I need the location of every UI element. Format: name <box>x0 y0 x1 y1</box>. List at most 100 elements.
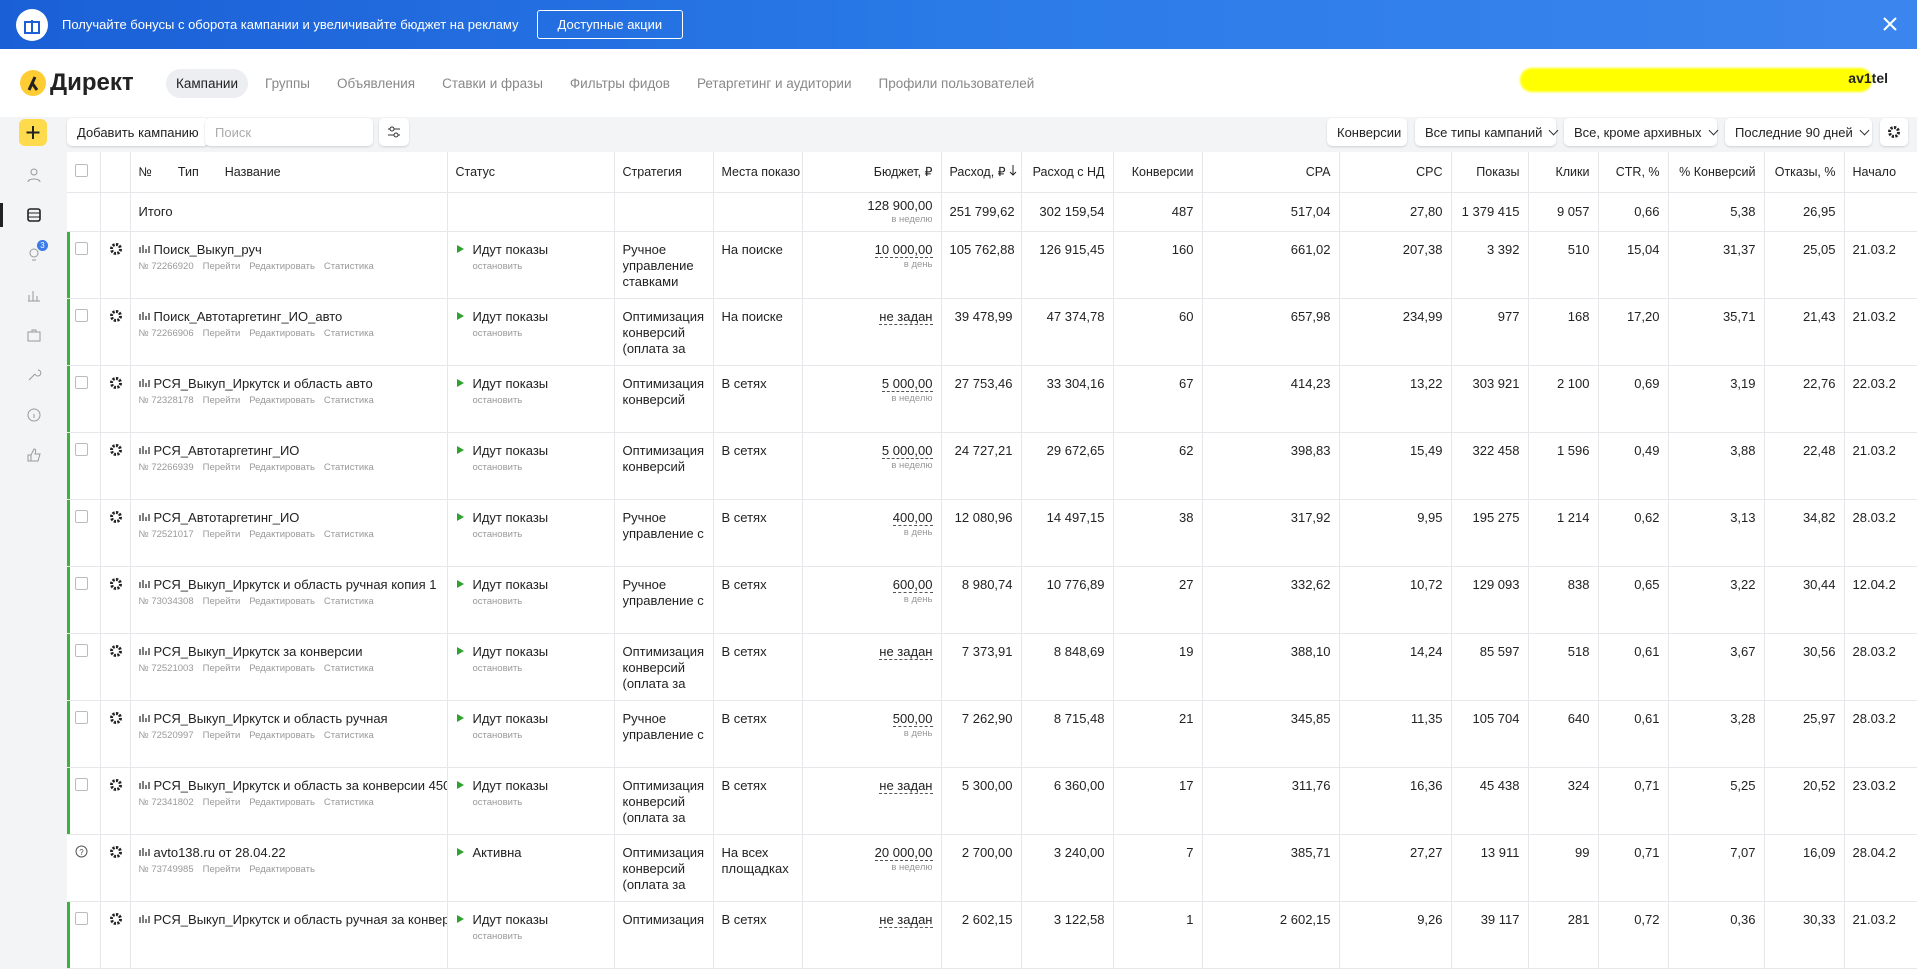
campaign-name[interactable]: avto138.ru от 28.04.22 <box>153 844 286 860</box>
budget[interactable]: 500,00 <box>892 710 933 727</box>
sort-arrow[interactable] <box>1009 165 1017 176</box>
gear-icon[interactable] <box>109 845 123 859</box>
row-link[interactable]: Статистика <box>323 662 374 674</box>
header-cell[interactable]: Бюджет, ₽ <box>802 152 942 193</box>
checkbox[interactable] <box>75 442 88 456</box>
campaign-name[interactable]: РСЯ_Выкуп_Иркутск и область ручная за ко… <box>153 911 447 927</box>
budget[interactable]: не задан <box>879 308 933 325</box>
row-link[interactable]: Статистика <box>323 327 374 339</box>
budget[interactable]: 10 000,00 <box>874 241 933 258</box>
nav-icon[interactable] <box>26 207 42 223</box>
budget[interactable]: 5 000,00 <box>881 442 933 459</box>
header-cell[interactable]: CTR, % <box>1598 152 1669 193</box>
status-action[interactable]: остановить <box>472 260 523 272</box>
row-link[interactable]: Перейти <box>202 528 241 540</box>
gear-icon[interactable] <box>109 242 123 256</box>
status-action[interactable]: остановить <box>472 528 523 540</box>
filter-button[interactable] <box>379 118 409 146</box>
header-cell[interactable]: Показы <box>1451 152 1529 193</box>
help-icon[interactable]: ? <box>75 845 88 858</box>
row-link[interactable]: Редактировать <box>249 595 315 607</box>
campaign-name[interactable]: РСЯ_Выкуп_Иркутск и область авто <box>153 375 373 391</box>
status-action[interactable]: остановить <box>472 662 523 674</box>
campaign-name[interactable]: РСЯ_Выкуп_Иркутск за конверсии <box>153 643 363 659</box>
checkbox[interactable] <box>75 911 88 925</box>
row-link[interactable]: Перейти <box>202 327 241 339</box>
header-cell[interactable]: Отказы, % <box>1764 152 1845 193</box>
row-link[interactable]: Статистика <box>323 528 374 540</box>
row-link[interactable]: Статистика <box>323 461 374 473</box>
status-action[interactable]: остановить <box>472 729 523 741</box>
checkbox[interactable] <box>75 777 88 791</box>
budget[interactable]: не задан <box>879 643 933 660</box>
nav-icon[interactable] <box>26 287 42 303</box>
row-link[interactable]: Перейти <box>202 729 241 741</box>
row-link[interactable]: Редактировать <box>249 461 315 473</box>
tab[interactable]: Группы <box>265 75 310 91</box>
gear-icon[interactable] <box>109 443 123 457</box>
header-cell[interactable]: Расход с НД <box>1021 152 1114 193</box>
tab[interactable]: Фильтры фидов <box>569 75 670 91</box>
banner-button[interactable]: Доступные акции <box>536 10 684 39</box>
checkbox[interactable] <box>75 241 88 255</box>
status-action[interactable]: остановить <box>472 796 523 808</box>
campaign-name[interactable]: РСЯ_Выкуп_Иркутск и область ручная копия… <box>153 576 437 592</box>
nav-icon[interactable] <box>26 327 42 343</box>
budget[interactable]: 5 000,00 <box>881 375 933 392</box>
status-action[interactable]: остановить <box>472 595 523 607</box>
tab[interactable]: Кампании <box>166 68 249 98</box>
row-link[interactable]: Редактировать <box>249 327 315 339</box>
campaign-name[interactable]: РСЯ_Автотаргетинг_ИО <box>153 442 300 458</box>
checkbox[interactable] <box>75 643 88 657</box>
row-link[interactable]: Редактировать <box>249 662 315 674</box>
checkbox[interactable] <box>75 576 88 590</box>
user-name[interactable]: av1tel <box>1848 70 1888 86</box>
tab[interactable]: Профили пользователей <box>878 75 1035 91</box>
tab[interactable]: Ретаргетинг и аудитории <box>696 75 852 91</box>
header-cell[interactable]: Стратегия <box>614 152 714 193</box>
gear-icon[interactable] <box>109 644 123 658</box>
row-link[interactable]: Перейти <box>202 461 241 473</box>
filter-dropdown[interactable]: Конверсии <box>1327 118 1407 146</box>
settings-button[interactable] <box>1880 118 1908 146</box>
nav-icon[interactable] <box>26 407 42 423</box>
nav-icon[interactable] <box>26 247 42 263</box>
row-link[interactable]: Перейти <box>202 863 241 875</box>
header-cell[interactable]: % Конверсий <box>1668 152 1765 193</box>
status-action[interactable]: остановить <box>472 461 523 473</box>
row-link[interactable]: Статистика <box>323 595 374 607</box>
header-cell[interactable]: CPA <box>1202 152 1340 193</box>
row-link[interactable]: Редактировать <box>249 796 315 808</box>
filter-dropdown[interactable]: Все, кроме архивных <box>1564 118 1717 146</box>
header-cell[interactable]: Статус <box>447 152 615 193</box>
header-cell[interactable]: Расход, ₽ <box>941 152 1022 193</box>
row-link[interactable]: Перейти <box>202 595 241 607</box>
row-link[interactable]: Редактировать <box>249 863 315 875</box>
campaign-name[interactable]: РСЯ_Автотаргетинг_ИО <box>153 509 300 525</box>
gear-icon[interactable] <box>109 309 123 323</box>
header-cell[interactable]: Конверсии <box>1113 152 1203 193</box>
status-action[interactable]: остановить <box>472 394 523 406</box>
header-cell[interactable]: Начало <box>1844 152 1917 193</box>
row-link[interactable]: Статистика <box>323 796 374 808</box>
search-input[interactable]: Поиск <box>205 118 373 146</box>
campaign-name[interactable]: Поиск_Автотаргетинг_ИО_авто <box>153 308 343 324</box>
row-link[interactable]: Перейти <box>202 796 241 808</box>
checkbox[interactable] <box>75 375 88 389</box>
status-action[interactable]: остановить <box>472 930 523 942</box>
gear-icon[interactable] <box>109 912 123 926</box>
create-button[interactable] <box>19 119 47 146</box>
row-link[interactable]: Статистика <box>323 729 374 741</box>
filter-dropdown[interactable]: Все типы кампаний <box>1415 118 1556 146</box>
header-cell[interactable]: Места показо <box>713 152 803 193</box>
header-cell[interactable]: Клики <box>1528 152 1599 193</box>
gear-icon[interactable] <box>109 711 123 725</box>
row-link[interactable]: Статистика <box>323 394 374 406</box>
logo[interactable]: Директ <box>20 69 148 97</box>
nav-icon[interactable] <box>26 167 42 183</box>
budget[interactable]: 20 000,00 <box>874 844 933 861</box>
row-link[interactable]: Статистика <box>323 260 374 272</box>
header-cell[interactable]: CPC <box>1339 152 1452 193</box>
nav-icon[interactable] <box>26 367 42 383</box>
row-link[interactable]: Редактировать <box>249 528 315 540</box>
